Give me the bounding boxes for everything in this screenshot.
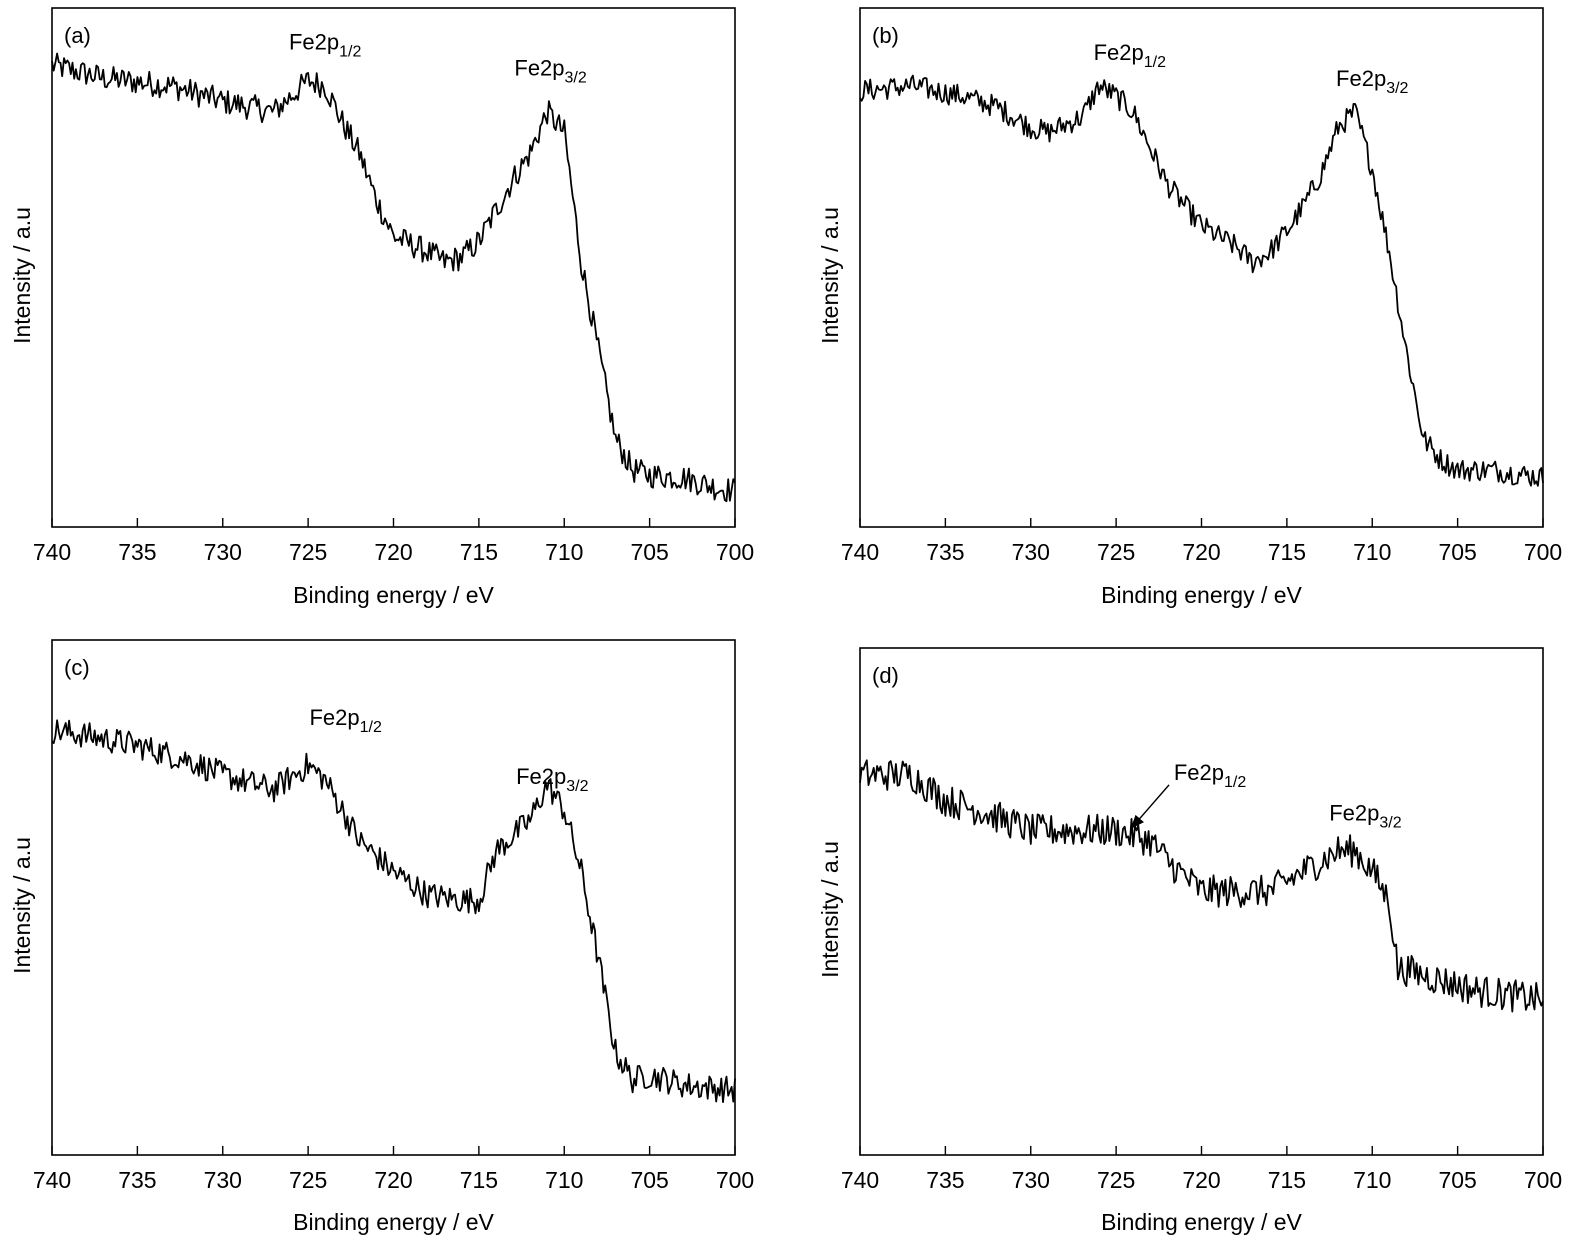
plot-frame — [859, 647, 1544, 1156]
y-axis-label: Intensity / a.u — [9, 837, 35, 974]
spectrum-line — [51, 719, 736, 1103]
x-tick-label: 705 — [1438, 539, 1476, 565]
annotation-main: Fe2p — [309, 705, 359, 730]
x-tick-label: 705 — [630, 1167, 668, 1193]
annotation-subscript: 1/2 — [360, 719, 382, 736]
peak-annotation: Fe2p1/2 — [309, 705, 382, 736]
annotation-subscript: 3/2 — [1379, 814, 1401, 831]
x-tick-label: 730 — [204, 1167, 242, 1193]
peak-annotation: Fe2p3/2 — [514, 55, 587, 86]
x-tick-label: 720 — [1182, 1167, 1220, 1193]
x-tick-label: 735 — [926, 1167, 964, 1193]
chart-panel-c: 740 735 730 725 720 715 710 705 700 Binding energ… — [9, 639, 754, 1235]
x-tick-label: 725 — [1097, 1167, 1135, 1193]
peak-annotation: Fe2p1/2 — [1094, 40, 1167, 71]
x-tick-label: 735 — [118, 539, 156, 565]
annotation-main: Fe2p — [516, 764, 566, 789]
annotation-subscript: 3/2 — [1386, 80, 1408, 97]
annotation-main: Fe2p — [1094, 40, 1144, 65]
x-tick-label: 725 — [1097, 539, 1135, 565]
annotation-subscript: 3/2 — [566, 778, 588, 795]
x-tick-label: 725 — [289, 1167, 327, 1193]
x-tick-label: 715 — [460, 539, 498, 565]
annotation-subscript: 1/2 — [339, 44, 361, 61]
peak-annotation: Fe2p1/2 — [289, 30, 362, 61]
chart-panel-a: 740 735 730 725 720 715 710 705 700 Binding energ… — [9, 7, 754, 608]
x-tick-label: 715 — [1268, 539, 1306, 565]
annotation-subscript: 1/2 — [1144, 54, 1166, 71]
y-axis-label: Intensity / a.u — [817, 841, 843, 978]
x-tick-label: 720 — [374, 539, 412, 565]
x-tick-label: 710 — [1353, 539, 1391, 565]
panel-label: (d) — [872, 663, 899, 688]
x-tick-label: 715 — [460, 1167, 498, 1193]
x-tick-label: 700 — [1524, 539, 1562, 565]
y-axis-label: Intensity / a.u — [9, 207, 35, 344]
x-tick-label: 730 — [1012, 1167, 1050, 1193]
annotation-arrow — [1130, 784, 1170, 830]
spectrum-line — [859, 74, 1544, 487]
x-tick-label: 700 — [716, 1167, 754, 1193]
x-tick-label: 715 — [1268, 1167, 1306, 1193]
annotation-subscript: 3/2 — [565, 69, 587, 86]
x-tick-label: 725 — [289, 539, 327, 565]
x-tick-label: 730 — [204, 539, 242, 565]
chart-panel-b: 740 735 730 725 720 715 710 705 700 Binding energ… — [817, 7, 1562, 608]
peak-annotation: Fe2p1/2 — [1174, 760, 1247, 791]
x-tick-label: 710 — [1353, 1167, 1391, 1193]
y-axis-label: Intensity / a.u — [817, 207, 843, 344]
x-tick-label: 705 — [1438, 1167, 1476, 1193]
panel-label: (a) — [64, 23, 91, 48]
annotation-subscript: 1/2 — [1224, 774, 1246, 791]
annotation-main: Fe2p — [289, 30, 339, 55]
peak-annotation: Fe2p3/2 — [516, 764, 589, 795]
x-tick-label: 710 — [545, 1167, 583, 1193]
peak-annotation: Fe2p3/2 — [1336, 66, 1409, 97]
x-tick-label: 720 — [1182, 539, 1220, 565]
peak-annotation: Fe2p3/2 — [1329, 800, 1402, 831]
panel-label: (b) — [872, 23, 899, 48]
x-axis-label: Binding energy / eV — [1101, 1209, 1302, 1235]
spectrum-line — [859, 759, 1544, 1013]
annotation-main: Fe2p — [514, 55, 564, 80]
annotation-main: Fe2p — [1174, 760, 1224, 785]
x-axis-label: Binding energy / eV — [1101, 582, 1302, 608]
x-tick-label: 705 — [630, 539, 668, 565]
panel-label: (c) — [64, 655, 90, 680]
spectrum-line — [51, 52, 736, 503]
x-tick-label: 735 — [926, 539, 964, 565]
x-tick-label: 735 — [118, 1167, 156, 1193]
x-tick-label: 700 — [716, 539, 754, 565]
x-tick-label: 740 — [33, 1167, 71, 1193]
x-axis-label: Binding energy / eV — [293, 1209, 494, 1235]
x-tick-label: 740 — [841, 539, 879, 565]
chart-panel-d: 740 735 730 725 720 715 710 705 700 Binding energ… — [817, 647, 1562, 1235]
x-tick-label: 740 — [33, 539, 71, 565]
x-axis-label: Binding energy / eV — [293, 582, 494, 608]
plot-frame — [51, 639, 736, 1156]
annotation-main: Fe2p — [1336, 66, 1386, 91]
x-tick-label: 730 — [1012, 539, 1050, 565]
annotation-main: Fe2p — [1329, 800, 1379, 825]
x-tick-label: 720 — [374, 1167, 412, 1193]
x-tick-label: 700 — [1524, 1167, 1562, 1193]
x-tick-label: 710 — [545, 539, 583, 565]
plot-frame — [51, 7, 736, 528]
x-tick-label: 740 — [841, 1167, 879, 1193]
